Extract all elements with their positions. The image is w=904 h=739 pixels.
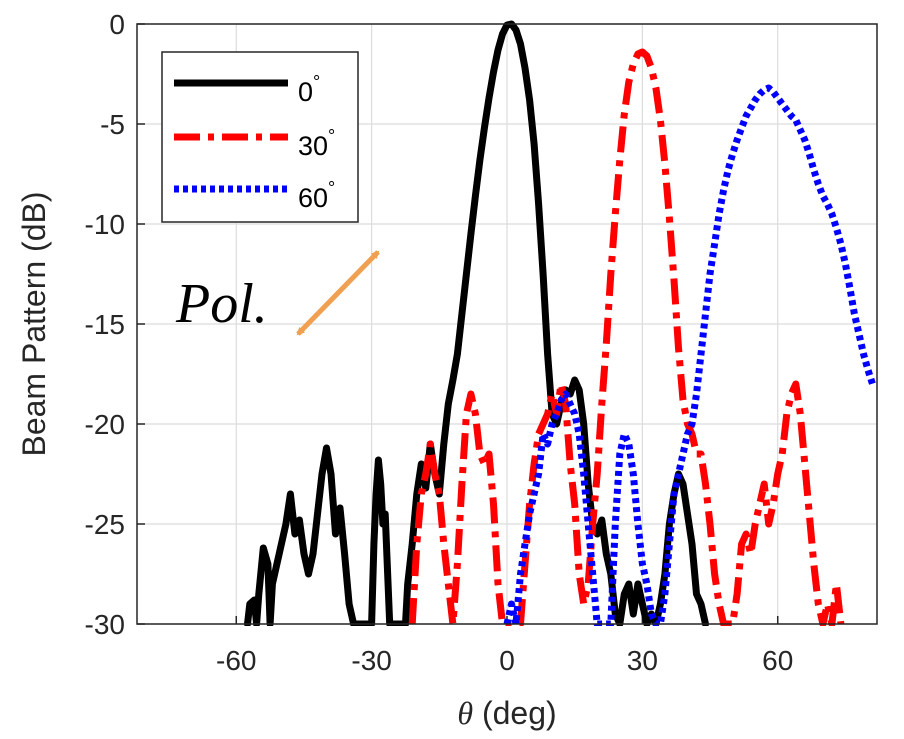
x-axis-symbol: θ <box>457 695 473 731</box>
legend-deg-0deg: ° <box>313 72 320 92</box>
legend-num-0deg: 0 <box>298 77 313 107</box>
legend: 0° 30° 60° <box>161 51 359 223</box>
x-axis-unit: (deg) <box>473 695 557 731</box>
polarization-annotation: Pol. <box>175 273 268 335</box>
y-tick-label: -15 <box>85 309 125 340</box>
y-tick-label: -10 <box>85 209 125 240</box>
y-tick-label: -20 <box>85 409 125 440</box>
series-line-60deg <box>503 84 876 626</box>
polarization-arrow-icon <box>296 250 380 336</box>
y-axis-label: Beam Pattern (dB) <box>16 192 52 457</box>
legend-deg-30deg: ° <box>328 126 335 146</box>
legend-label-0deg: 0° <box>298 72 320 107</box>
x-tick-labels: -60 -30 0 30 60 <box>216 616 793 676</box>
x-tick-label: -30 <box>351 645 391 676</box>
series-line-0deg <box>244 20 709 626</box>
y-tick-label: -25 <box>85 509 125 540</box>
legend-deg-60deg: ° <box>328 178 335 198</box>
x-tick-label: 60 <box>762 645 793 676</box>
x-tick-label: 0 <box>499 645 515 676</box>
series-lines <box>244 20 876 626</box>
legend-num-30deg: 30 <box>298 131 328 161</box>
y-tick-label: -30 <box>85 609 125 640</box>
axes-frame <box>136 23 878 625</box>
x-tick-label: -60 <box>216 645 256 676</box>
y-tick-label: 0 <box>109 9 125 40</box>
y-tick-label: -5 <box>100 109 125 140</box>
legend-num-60deg: 60 <box>298 183 328 213</box>
legend-label-30deg: 30° <box>298 126 335 161</box>
legend-label-60deg: 60° <box>298 178 335 213</box>
x-axis-label: θ (deg) <box>457 695 556 731</box>
y-tick-labels: 0 -5 -10 -15 -20 -25 -30 <box>85 9 145 640</box>
x-tick-label: 30 <box>627 645 658 676</box>
